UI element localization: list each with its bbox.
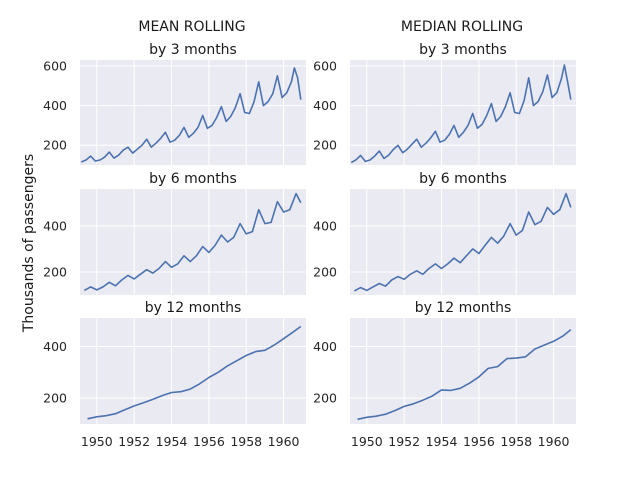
x-tick-label: 1950	[351, 434, 383, 449]
y-tick-label: 400	[313, 339, 337, 354]
panel-1: by 3 months 200 400 600	[313, 42, 576, 165]
panel-2: by 6 months 200 400	[43, 171, 306, 295]
x-tick-label: 1958	[500, 434, 532, 449]
series-line	[80, 67, 302, 163]
y-tick-label: 200	[313, 264, 337, 279]
y-tick-label: 400	[313, 98, 337, 113]
subplot-title: by 6 months	[149, 171, 237, 187]
panel-5: by 12 months 200 400 1950 1952 1954 1956 1958 19…	[313, 300, 576, 449]
x-tick-label: 1958	[230, 434, 262, 449]
y-tick-label: 400	[43, 339, 67, 354]
col-title-median: MEDIAN ROLLING	[401, 19, 523, 35]
panel-4: by 12 months 200 400 1950 1952 1954 1956 1958 19…	[43, 300, 306, 449]
series-line	[353, 192, 572, 292]
y-tick-label: 400	[43, 98, 67, 113]
plot-area	[350, 318, 576, 424]
plot-area	[350, 60, 576, 165]
y-tick-label: 600	[313, 58, 337, 73]
y-tick-label: 400	[43, 218, 67, 233]
subplot-title: by 6 months	[419, 171, 507, 187]
y-tick-label: 200	[43, 391, 67, 406]
plot-area	[80, 60, 306, 165]
x-tick-label: 1954	[156, 434, 188, 449]
subplot-title: by 3 months	[149, 42, 237, 58]
panel-0: by 3 months 200 400 600	[43, 42, 306, 165]
y-tick-label: 200	[43, 138, 67, 153]
plot-area	[80, 189, 306, 295]
panel-3: by 6 months 200 400	[313, 171, 576, 295]
x-tick-label: 1960	[538, 434, 570, 449]
subplot-title: by 12 months	[145, 300, 242, 316]
x-tick-label: 1950	[81, 434, 113, 449]
series-line	[350, 64, 572, 164]
series-line	[83, 192, 302, 292]
y-tick-label: 600	[43, 58, 67, 73]
plot-area	[350, 189, 576, 295]
y-tick-label: 400	[313, 218, 337, 233]
series-line	[357, 328, 572, 421]
x-tick-label: 1956	[463, 434, 495, 449]
y-tick-label: 200	[313, 138, 337, 153]
x-tick-label: 1956	[193, 434, 225, 449]
y-tick-label: 200	[313, 391, 337, 406]
panels: by 3 months 200 400 600 by 3 months 200 400 600…	[43, 42, 576, 449]
x-tick-label: 1954	[426, 434, 458, 449]
x-tick-label: 1952	[118, 434, 150, 449]
x-tick-label: 1960	[268, 434, 300, 449]
series-line	[87, 325, 302, 420]
subplot-title: by 3 months	[419, 42, 507, 58]
plot-area	[80, 318, 306, 424]
subplot-title: by 12 months	[415, 300, 512, 316]
col-title-mean: MEAN ROLLING	[138, 19, 245, 35]
y-axis-label: Thousands of passengers	[21, 154, 37, 333]
y-tick-label: 200	[43, 264, 67, 279]
x-tick-label: 1952	[388, 434, 420, 449]
